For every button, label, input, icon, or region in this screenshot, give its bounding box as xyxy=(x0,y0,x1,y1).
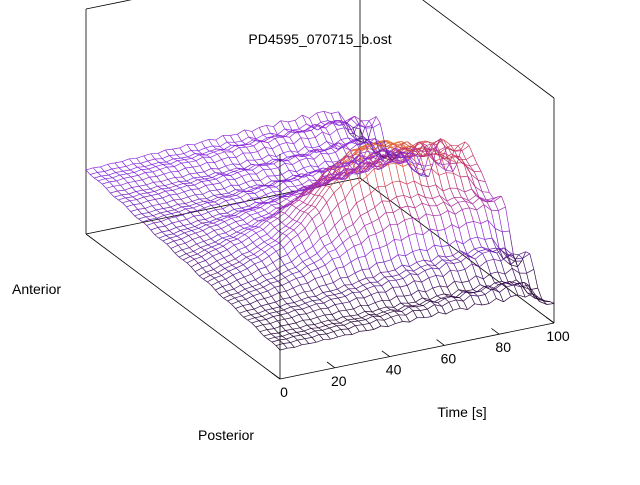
x-tick-mark-1 xyxy=(327,362,335,368)
x-tick-mark-2 xyxy=(382,351,390,357)
x-tick-label-1: 20 xyxy=(331,373,347,389)
surface-mesh xyxy=(86,111,554,350)
mesh-line-space-38 xyxy=(360,117,554,304)
box-edge-top-right xyxy=(360,0,554,98)
mesh-line-time-48 xyxy=(86,111,360,170)
x-tick-label-2: 40 xyxy=(386,362,402,378)
x-tick-mark-4 xyxy=(491,328,499,334)
bounding-box-back xyxy=(86,0,554,323)
box-edge-floor-front xyxy=(280,323,554,379)
mesh-line-time-7 xyxy=(252,248,526,323)
mesh-line-time-31 xyxy=(155,162,429,235)
box-edge-top-back xyxy=(86,0,360,9)
mesh-line-time-12 xyxy=(232,205,506,305)
mesh-line-time-22 xyxy=(191,140,465,267)
y-axis-label-posterior: Posterior xyxy=(198,427,254,443)
mesh-line-time-38 xyxy=(126,141,400,207)
mesh-line-time-13 xyxy=(228,196,502,301)
x-tick-label-4: 80 xyxy=(495,339,511,355)
x-tick-label-5: 100 xyxy=(546,328,570,344)
x-tick-mark-0 xyxy=(272,373,280,379)
mesh-line-space-35 xyxy=(338,112,532,294)
y-axis-label-anterior: Anterior xyxy=(12,281,61,297)
mesh-line-time-40 xyxy=(118,141,392,200)
chart-title: PD4595_070715_b.ost xyxy=(248,31,391,47)
x-axis-ticks: 0 20 40 60 80 100 xyxy=(272,317,570,400)
x-tick-label-0: 0 xyxy=(280,384,288,400)
x-tick-label-3: 60 xyxy=(441,350,457,366)
x-tick-mark-3 xyxy=(437,340,445,346)
x-axis-label: Time [s] xyxy=(437,404,486,420)
x-tick-mark-5 xyxy=(546,317,554,323)
mesh-line-time-26 xyxy=(175,153,449,253)
mesh-line-time-39 xyxy=(122,138,396,203)
mesh-line-time-8 xyxy=(248,249,522,321)
